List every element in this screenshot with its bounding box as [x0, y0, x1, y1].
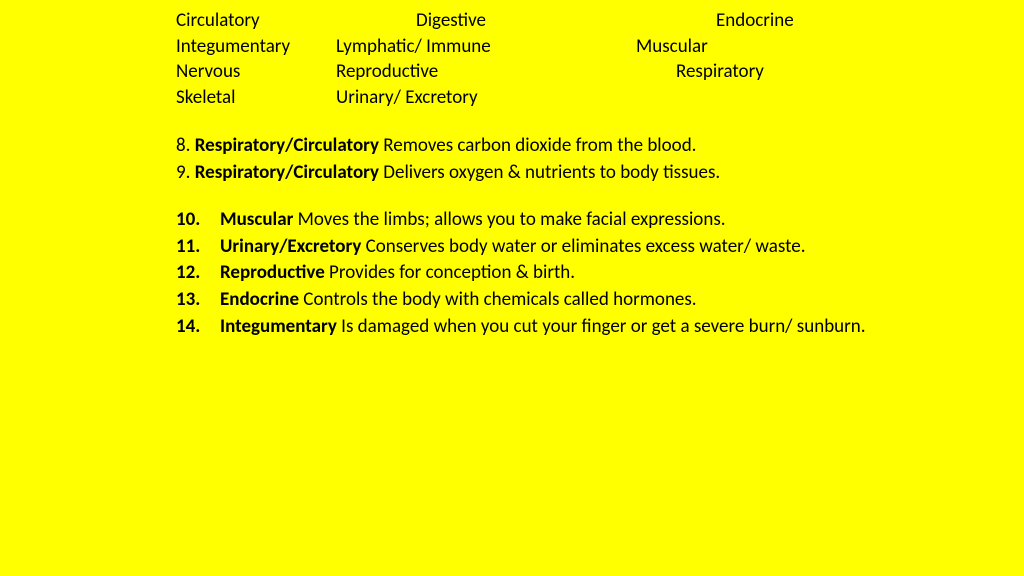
- wb-cell: Urinary/ Excretory: [336, 85, 576, 111]
- item-rest: Conserves body water or eliminates exces…: [361, 235, 805, 258]
- word-bank-row: Circulatory Digestive Endocrine: [176, 8, 1024, 34]
- item-rest: Moves the limbs; allows you to make faci…: [293, 208, 725, 231]
- questions-block: 8. Respiratory/Circulatory Removes carbo…: [0, 133, 1024, 186]
- wb-cell: Reproductive: [336, 59, 576, 85]
- item-body: Endocrine Controls the body with chemica…: [220, 288, 884, 313]
- item-bold: Reproductive: [220, 261, 325, 284]
- list-item-11: 11. Urinary/Excretory Conserves body wat…: [176, 235, 884, 260]
- item-bold: Endocrine: [220, 288, 299, 311]
- wb-cell: Skeletal: [176, 85, 336, 111]
- list-item-14: 14. Integumentary Is damaged when you cu…: [176, 315, 884, 340]
- item-body: Integumentary Is damaged when you cut yo…: [220, 315, 884, 340]
- item-number: 13.: [176, 288, 220, 313]
- wb-cell: Digestive: [336, 8, 576, 34]
- item-bold: Muscular: [220, 208, 293, 231]
- word-bank: Circulatory Digestive Endocrine Integume…: [0, 8, 1024, 111]
- item-number: 14.: [176, 315, 220, 340]
- list-item-13: 13. Endocrine Controls the body with che…: [176, 288, 884, 313]
- list-item-10: 10. Muscular Moves the limbs; allows you…: [176, 208, 884, 233]
- word-bank-row: Skeletal Urinary/ Excretory: [176, 85, 1024, 111]
- item-body: Muscular Moves the limbs; allows you to …: [220, 208, 884, 233]
- item-bold: Integumentary: [220, 315, 337, 338]
- item-rest: Provides for conception & birth.: [325, 261, 575, 284]
- question-9: 9. Respiratory/Circulatory Delivers oxyg…: [176, 160, 884, 186]
- item-number: 11.: [176, 235, 220, 260]
- wb-cell: Circulatory: [176, 8, 336, 34]
- q-prefix: 8.: [176, 134, 195, 157]
- item-body: Urinary/Excretory Conserves body water o…: [220, 235, 884, 260]
- item-body: Reproductive Provides for conception & b…: [220, 261, 884, 286]
- item-rest: Controls the body with chemicals called …: [299, 288, 697, 311]
- wb-cell: Endocrine: [576, 8, 794, 34]
- q-bold: Respiratory/Circulatory: [195, 134, 379, 157]
- q-prefix: 9.: [176, 161, 195, 184]
- numbered-list: 10. Muscular Moves the limbs; allows you…: [0, 208, 1024, 339]
- list-item-12: 12. Reproductive Provides for conception…: [176, 261, 884, 286]
- item-number: 10.: [176, 208, 220, 233]
- q-bold: Respiratory/Circulatory: [195, 161, 379, 184]
- wb-cell: Integumentary: [176, 34, 336, 60]
- wb-cell: Lymphatic/ Immune: [336, 34, 576, 60]
- word-bank-row: Integumentary Lymphatic/ Immune Muscular: [176, 34, 1024, 60]
- item-number: 12.: [176, 261, 220, 286]
- q-rest: Delivers oxygen & nutrients to body tiss…: [379, 161, 720, 184]
- item-bold: Urinary/Excretory: [220, 235, 361, 258]
- item-rest: Is damaged when you cut your finger or g…: [337, 315, 866, 338]
- question-8: 8. Respiratory/Circulatory Removes carbo…: [176, 133, 884, 159]
- wb-cell: Muscular: [576, 34, 708, 60]
- q-rest: Removes carbon dioxide from the blood.: [379, 134, 696, 157]
- wb-cell: Nervous: [176, 59, 336, 85]
- wb-cell: Respiratory: [576, 59, 764, 85]
- word-bank-row: Nervous Reproductive Respiratory: [176, 59, 1024, 85]
